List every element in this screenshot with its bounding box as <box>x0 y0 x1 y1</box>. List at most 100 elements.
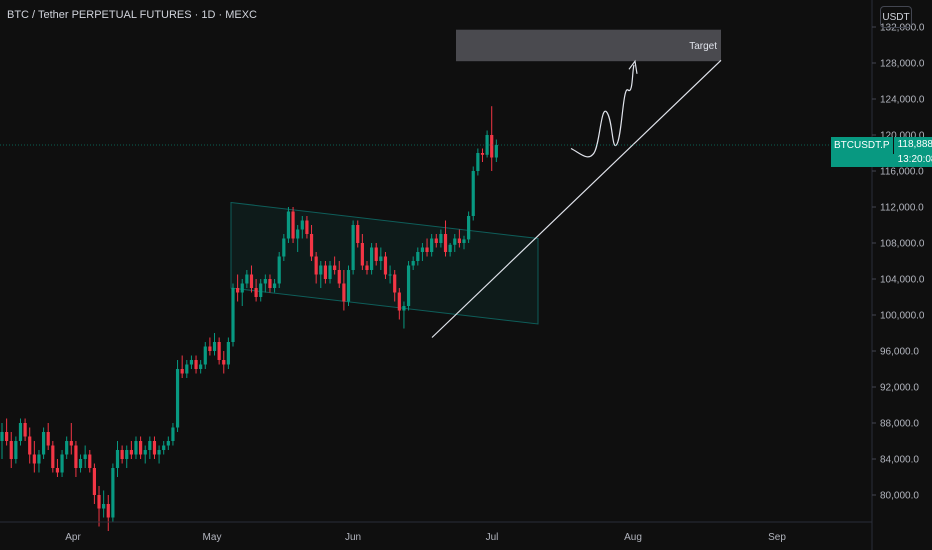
candle-body <box>171 427 175 441</box>
candle-body <box>231 288 235 342</box>
y-tick-label: 120,000.0 <box>880 131 925 142</box>
drawings[interactable]: Target <box>0 29 872 338</box>
last-price-value: 118,888.8 <box>897 138 932 150</box>
candle-body <box>490 135 494 158</box>
candle-body <box>69 441 73 446</box>
candle-body <box>129 450 133 455</box>
candle-body <box>102 504 106 509</box>
candle-body <box>51 445 55 468</box>
symbol-label: BTCUSDT.P <box>831 136 894 154</box>
candle-body <box>272 283 277 288</box>
candle-body <box>480 153 485 155</box>
y-tick-label: 88,000.0 <box>880 419 919 430</box>
y-tick-label: 112,000.0 <box>880 203 924 214</box>
candle-body <box>162 445 166 450</box>
target-zone <box>456 29 721 62</box>
candle-body <box>115 450 120 468</box>
last-price-tag: BTCUSDT.P 118,888.8 13:20:08 <box>831 136 932 167</box>
candle-body <box>134 441 138 455</box>
candle-body <box>342 283 346 302</box>
projection-path <box>570 64 635 158</box>
candle-body <box>393 274 397 293</box>
candle-body <box>291 211 295 239</box>
projection-arrowhead <box>628 59 638 74</box>
target-label: Target <box>689 41 717 52</box>
candle-body <box>37 454 41 464</box>
candle-body <box>406 265 411 306</box>
currency-unit-button[interactable]: USDT <box>880 6 912 28</box>
candle-body <box>494 144 498 158</box>
x-tick-label: Sep <box>768 532 786 543</box>
candle-body <box>296 229 300 239</box>
candle-body <box>379 256 383 261</box>
candle-body <box>323 265 327 279</box>
candle-body <box>402 306 406 311</box>
candle-body <box>425 247 429 252</box>
candle-body <box>430 238 434 252</box>
y-tick-label: 92,000.0 <box>880 383 919 394</box>
candle-body <box>360 243 364 266</box>
candle-body <box>467 216 471 240</box>
candle-body <box>97 495 101 509</box>
candle-body <box>157 450 161 455</box>
candle-body <box>120 450 124 459</box>
y-tick-label: 124,000.0 <box>880 95 925 106</box>
y-tick-label: 80,000.0 <box>880 491 919 502</box>
candle-body <box>434 238 438 243</box>
candle-body <box>485 135 489 155</box>
candle-body <box>397 292 401 311</box>
x-tick-label: May <box>203 532 222 543</box>
x-tick-label: Jun <box>345 532 361 543</box>
candle-body <box>185 364 189 374</box>
time-axis[interactable]: Apr May Jun Jul Aug Sep <box>0 521 872 543</box>
candle-body <box>476 153 480 171</box>
price-axis[interactable]: 80,000.0 84,000.0 88,000.0 92,000.0 96,000.0… <box>871 0 932 550</box>
candle-body <box>337 270 341 284</box>
candle-body <box>14 441 18 459</box>
candle-body <box>254 288 258 297</box>
candle-body <box>212 342 217 351</box>
candle-body <box>471 171 475 216</box>
candle-body <box>263 279 267 284</box>
candle-body <box>217 342 221 360</box>
candle-body <box>457 238 461 243</box>
candle-body <box>9 441 13 459</box>
candles[interactable] <box>0 106 498 531</box>
candle-body <box>0 432 4 441</box>
candle-body <box>83 454 87 459</box>
candle-body <box>309 234 314 257</box>
x-tick-label: Apr <box>65 532 81 543</box>
y-tick-label: 132,000.0 <box>880 23 925 34</box>
candle-body <box>416 252 420 261</box>
candle-body <box>300 220 304 230</box>
candle-body <box>420 247 425 252</box>
candle-body <box>314 256 318 275</box>
candle-body <box>106 504 110 518</box>
candle-body <box>439 234 443 243</box>
candle-body <box>453 238 457 245</box>
candle-body <box>351 225 355 270</box>
y-tick-label: 104,000.0 <box>880 275 925 286</box>
candle-body <box>23 423 27 437</box>
candle-body <box>194 360 198 369</box>
candle-body <box>268 279 272 288</box>
candle-body <box>152 441 157 455</box>
candle-body <box>388 274 392 276</box>
y-tick-label: 96,000.0 <box>880 347 919 358</box>
candle-body <box>18 423 23 441</box>
candle-body <box>443 234 448 252</box>
candle-body <box>226 342 230 365</box>
candle-body <box>180 369 184 374</box>
x-tick-label: Aug <box>624 532 642 543</box>
candle-body <box>305 220 309 234</box>
y-tick-label: 100,000.0 <box>880 311 925 322</box>
candle-body <box>208 346 212 351</box>
y-tick-label: 108,000.0 <box>880 239 925 250</box>
candle-body <box>222 360 226 365</box>
chart-title: BTC / Tether PERPETUAL FUTURES · 1D · ME… <box>7 9 257 21</box>
candle-body <box>328 265 332 279</box>
candle-body <box>78 459 83 468</box>
candle-body <box>143 450 147 455</box>
candle-body <box>60 454 64 473</box>
